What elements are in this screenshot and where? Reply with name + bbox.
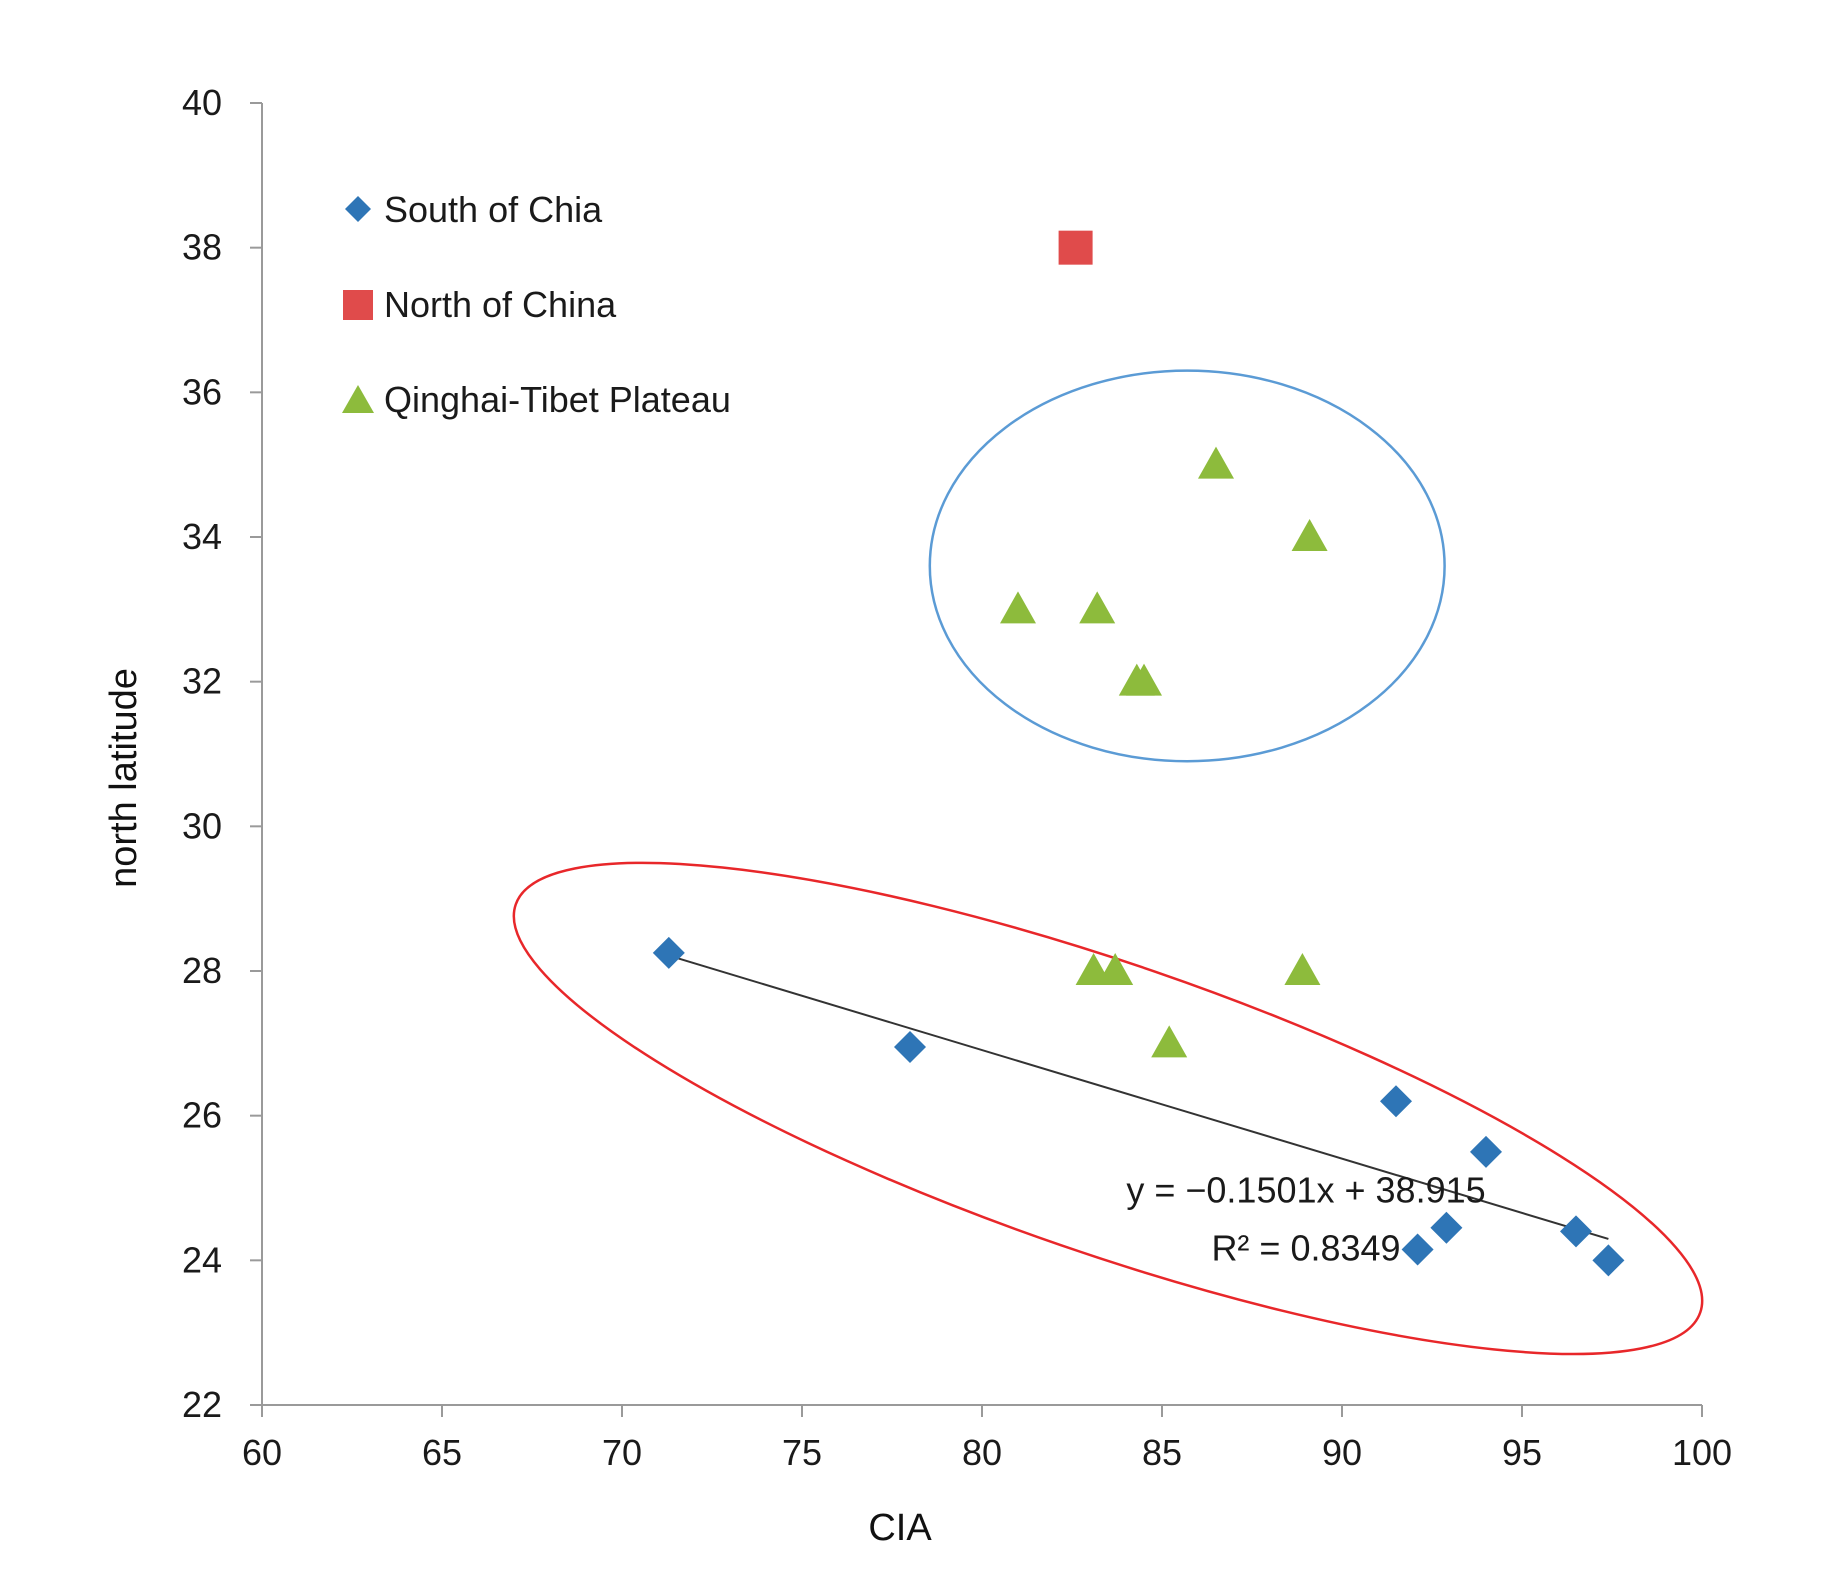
- x-tick-label: 85: [1142, 1432, 1182, 1473]
- point-triangle: [1000, 591, 1036, 624]
- point-diamond: [1401, 1233, 1434, 1266]
- x-tick-label: 80: [962, 1432, 1002, 1473]
- legend-diamond-marker: [345, 196, 371, 222]
- y-tick-label: 22: [182, 1384, 222, 1425]
- point-triangle: [1284, 953, 1321, 985]
- point-triangle: [1151, 1025, 1188, 1058]
- y-tick-label: 30: [182, 805, 222, 846]
- x-axis-title: CIA: [868, 1507, 932, 1549]
- legend-label-south: South of Chia: [384, 189, 603, 230]
- r-squared-label: R² = 0.8349: [1211, 1227, 1400, 1268]
- points-layer: [652, 230, 1625, 1277]
- blue-ellipse: [928, 369, 1446, 763]
- trendline-layer: [668, 954, 1609, 1240]
- y-tick-label: 28: [182, 950, 222, 991]
- y-tick-label: 32: [182, 661, 222, 702]
- point-diamond: [652, 936, 685, 969]
- y-tick-label: 38: [182, 227, 222, 268]
- point-diamond: [1470, 1135, 1502, 1168]
- point-triangle: [1198, 446, 1234, 479]
- trendline-equation: y = −0.1501x + 38.915: [1126, 1169, 1485, 1210]
- point-diamond: [894, 1030, 926, 1063]
- ellipse-layer: [512, 369, 1704, 1356]
- legend-label-plateau: Qinghai-Tibet Plateau: [384, 379, 731, 420]
- x-tick-label: 100: [1672, 1432, 1732, 1473]
- point-square: [1058, 230, 1093, 265]
- point-diamond: [1592, 1244, 1625, 1277]
- x-tick-label: 60: [242, 1432, 282, 1473]
- red-ellipse: [512, 861, 1704, 1356]
- point-triangle: [1126, 663, 1162, 696]
- trendline: [668, 954, 1609, 1240]
- x-ticks: 60 65 70 75 80 85 90 95 100: [242, 1405, 1732, 1473]
- y-axis-title: north latitude: [103, 668, 145, 888]
- y-tick-label: 40: [182, 82, 222, 123]
- legend: South of Chia North of China Qinghai-Tib…: [342, 189, 731, 420]
- point-triangle: [1291, 519, 1328, 551]
- point-diamond: [1380, 1085, 1412, 1118]
- y-tick-label: 24: [182, 1239, 222, 1280]
- legend-triangle-marker: [342, 385, 374, 413]
- x-tick-label: 75: [782, 1432, 822, 1473]
- point-triangle: [1097, 953, 1134, 985]
- x-tick-label: 65: [422, 1432, 462, 1473]
- y-tick-label: 36: [182, 371, 222, 412]
- y-tick-label: 34: [182, 516, 222, 557]
- x-tick-label: 90: [1322, 1432, 1362, 1473]
- y-ticks: 22 24 26 28 30 32 34 36 38 40: [182, 82, 262, 1425]
- x-tick-label: 95: [1502, 1432, 1542, 1473]
- legend-square-marker: [343, 290, 373, 320]
- point-diamond: [1560, 1215, 1592, 1248]
- legend-label-north: North of China: [384, 284, 617, 325]
- x-tick-label: 70: [602, 1432, 642, 1473]
- point-diamond: [1430, 1211, 1463, 1244]
- y-tick-label: 26: [182, 1095, 222, 1136]
- point-triangle: [1079, 591, 1116, 624]
